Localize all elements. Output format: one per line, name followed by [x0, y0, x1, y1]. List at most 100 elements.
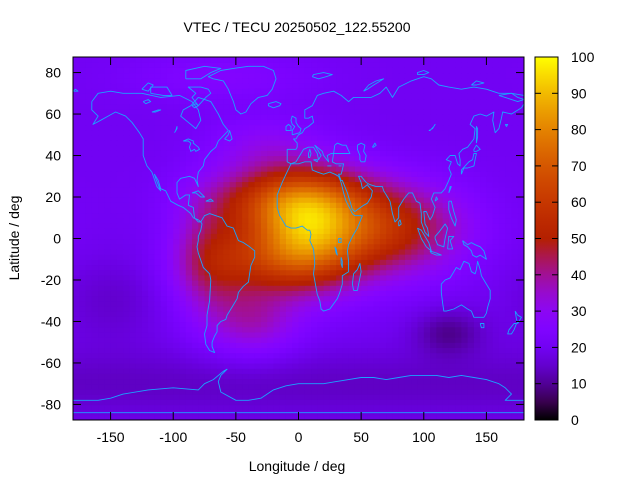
- heatmap-cell: [179, 150, 187, 157]
- heatmap-cell: [505, 145, 513, 151]
- heatmap-cell: [273, 295, 281, 302]
- heatmap-cell: [436, 326, 444, 333]
- heatmap-cell: [210, 181, 218, 188]
- heatmap-cell: [430, 388, 437, 395]
- heatmap-cell: [486, 98, 494, 105]
- heatmap-cell: [260, 228, 268, 234]
- heatmap-cell: [223, 305, 231, 312]
- heatmap-cell: [260, 285, 268, 291]
- heatmap-cell: [198, 207, 206, 214]
- heatmap-cell: [417, 243, 425, 250]
- heatmap-cell: [448, 62, 456, 68]
- heatmap-cell: [248, 62, 256, 68]
- heatmap-cell: [292, 290, 300, 297]
- heatmap-cell: [173, 378, 181, 385]
- heatmap-cell: [354, 67, 362, 74]
- heatmap-cell: [342, 103, 350, 110]
- heatmap-cell: [166, 67, 174, 74]
- heatmap-cell: [373, 388, 381, 395]
- heatmap-cell: [98, 243, 105, 250]
- heatmap-cell: [198, 62, 206, 68]
- heatmap-cell: [129, 129, 137, 136]
- heatmap-cell: [323, 300, 331, 307]
- heatmap-cell: [248, 191, 256, 198]
- heatmap-cell: [404, 202, 412, 208]
- heatmap-cell: [248, 254, 256, 260]
- heatmap-cell: [166, 378, 174, 385]
- heatmap-cell: [430, 373, 437, 380]
- heatmap-cell: [260, 197, 268, 203]
- heatmap-cell: [185, 357, 193, 364]
- heatmap-cell: [229, 254, 237, 260]
- heatmap-cell: [141, 212, 149, 219]
- heatmap-cell: [473, 191, 481, 198]
- heatmap-cell: [110, 243, 118, 250]
- heatmap-cell: [392, 378, 400, 385]
- heatmap-cell: [267, 212, 275, 219]
- heatmap-cell: [436, 342, 444, 348]
- heatmap-cell: [298, 352, 306, 359]
- heatmap-cell: [304, 357, 312, 364]
- heatmap-cell: [254, 243, 262, 250]
- heatmap-cell: [342, 139, 350, 146]
- heatmap-cell: [498, 357, 506, 364]
- heatmap-cell: [292, 326, 300, 333]
- heatmap-cell: [417, 368, 425, 374]
- heatmap-cell: [204, 394, 212, 400]
- heatmap-cell: [98, 378, 105, 385]
- heatmap-cell: [235, 202, 243, 208]
- heatmap-cell: [480, 119, 488, 126]
- heatmap-cell: [436, 82, 444, 89]
- heatmap-cell: [285, 103, 293, 110]
- heatmap-cell: [85, 119, 93, 126]
- heatmap-cell: [423, 186, 431, 193]
- heatmap-cell: [304, 248, 312, 255]
- heatmap-cell: [104, 300, 112, 307]
- heatmap-cell: [448, 119, 456, 126]
- heatmap-cell: [166, 388, 174, 395]
- heatmap-cell: [160, 285, 168, 291]
- heatmap-cell: [473, 342, 481, 348]
- heatmap-cell: [123, 342, 130, 348]
- heatmap-cell: [317, 88, 325, 94]
- heatmap-cell: [361, 383, 368, 390]
- heatmap-cell: [116, 103, 124, 110]
- heatmap-cell: [73, 259, 80, 266]
- heatmap-cell: [279, 362, 287, 369]
- heatmap-cell: [173, 259, 181, 266]
- heatmap-cell: [348, 378, 356, 385]
- heatmap-cell: [260, 176, 268, 183]
- heatmap-cell: [141, 67, 149, 74]
- heatmap-cell: [423, 228, 431, 234]
- heatmap-cell: [260, 316, 268, 323]
- heatmap-cell: [110, 248, 118, 255]
- heatmap-cell: [404, 238, 412, 245]
- heatmap-cell: [442, 160, 450, 167]
- heatmap-cell: [398, 394, 406, 400]
- heatmap-cell: [166, 326, 174, 333]
- heatmap-cell: [292, 165, 300, 172]
- heatmap-cell: [461, 77, 469, 84]
- heatmap-cell: [110, 181, 118, 188]
- heatmap-cell: [492, 212, 500, 219]
- heatmap-cell: [254, 176, 262, 183]
- heatmap-cell: [467, 160, 475, 167]
- heatmap-cell: [329, 254, 337, 260]
- heatmap-cell: [229, 279, 237, 286]
- heatmap-cell: [285, 207, 293, 214]
- heatmap-cell: [392, 285, 400, 291]
- heatmap-cell: [91, 57, 99, 63]
- heatmap-cell: [498, 311, 506, 317]
- heatmap-cell: [285, 399, 293, 406]
- heatmap-cell: [260, 362, 268, 369]
- heatmap-cell: [361, 352, 368, 359]
- heatmap-cell: [423, 119, 431, 126]
- heatmap-cell: [235, 243, 243, 250]
- heatmap-cell: [411, 388, 419, 395]
- heatmap-cell: [160, 264, 168, 271]
- heatmap-cell: [185, 119, 193, 126]
- heatmap-cell: [467, 357, 475, 364]
- heatmap-cell: [361, 362, 368, 369]
- heatmap-cell: [392, 114, 400, 120]
- heatmap-cell: [260, 150, 268, 157]
